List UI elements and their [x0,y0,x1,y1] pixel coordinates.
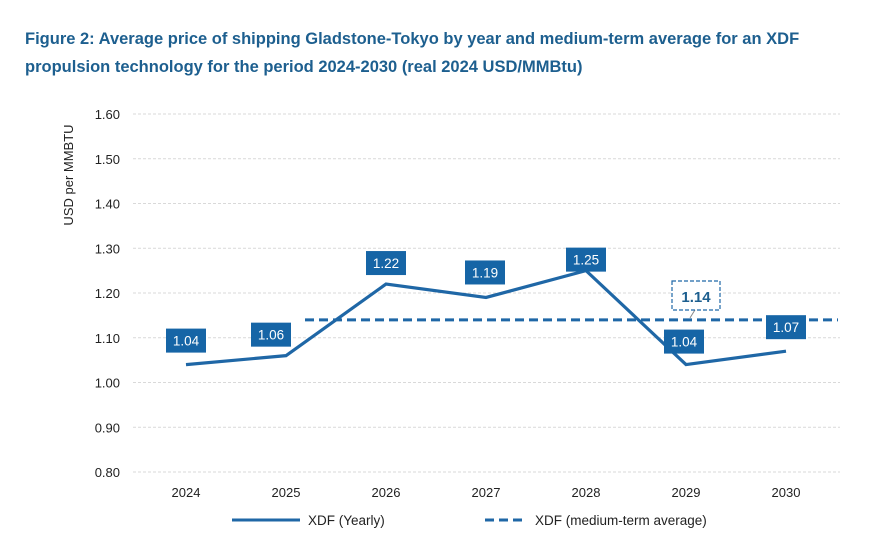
data-label: 1.07 [773,320,799,335]
x-tick-label: 2025 [272,485,301,500]
data-label: 1.06 [258,328,284,343]
y-tick-label: 1.20 [95,286,120,301]
legend-label: XDF (medium-term average) [535,513,707,528]
y-tick-label: 1.00 [95,376,120,391]
x-tick-label: 2027 [472,485,501,500]
x-tick-label: 2024 [172,485,201,500]
y-tick-label: 1.10 [95,331,120,346]
data-label: 1.25 [573,253,599,268]
data-label-box [566,247,606,272]
legend-label: XDF (Yearly) [308,513,385,528]
data-label-box [465,260,505,285]
y-tick-label: 1.40 [95,197,120,212]
y-tick-label: 0.90 [95,420,120,435]
data-label-box [664,329,704,354]
y-tick-label: 1.60 [95,107,120,122]
data-label: 1.19 [472,265,498,280]
y-tick-label: 1.30 [95,241,120,256]
data-label-box [251,322,291,347]
x-tick-label: 2026 [372,485,401,500]
data-label-box [366,251,406,276]
average-label: 1.14 [681,289,711,306]
data-label-box [766,315,806,340]
x-tick-label: 2029 [672,485,701,500]
y-tick-label: 1.50 [95,152,120,167]
y-tick-label: 0.80 [95,465,120,480]
data-label-box [166,328,206,353]
data-label: 1.04 [671,335,698,350]
y-axis-label: USD per MMBTU [61,124,76,225]
x-tick-label: 2030 [772,485,801,500]
data-label: 1.04 [173,334,200,349]
average-label-box [671,280,721,311]
data-label: 1.22 [373,256,399,271]
x-tick-label: 2028 [572,485,601,500]
chart-title: Figure 2: Average price of shipping Glad… [25,30,800,76]
average-label-leader [689,309,696,319]
